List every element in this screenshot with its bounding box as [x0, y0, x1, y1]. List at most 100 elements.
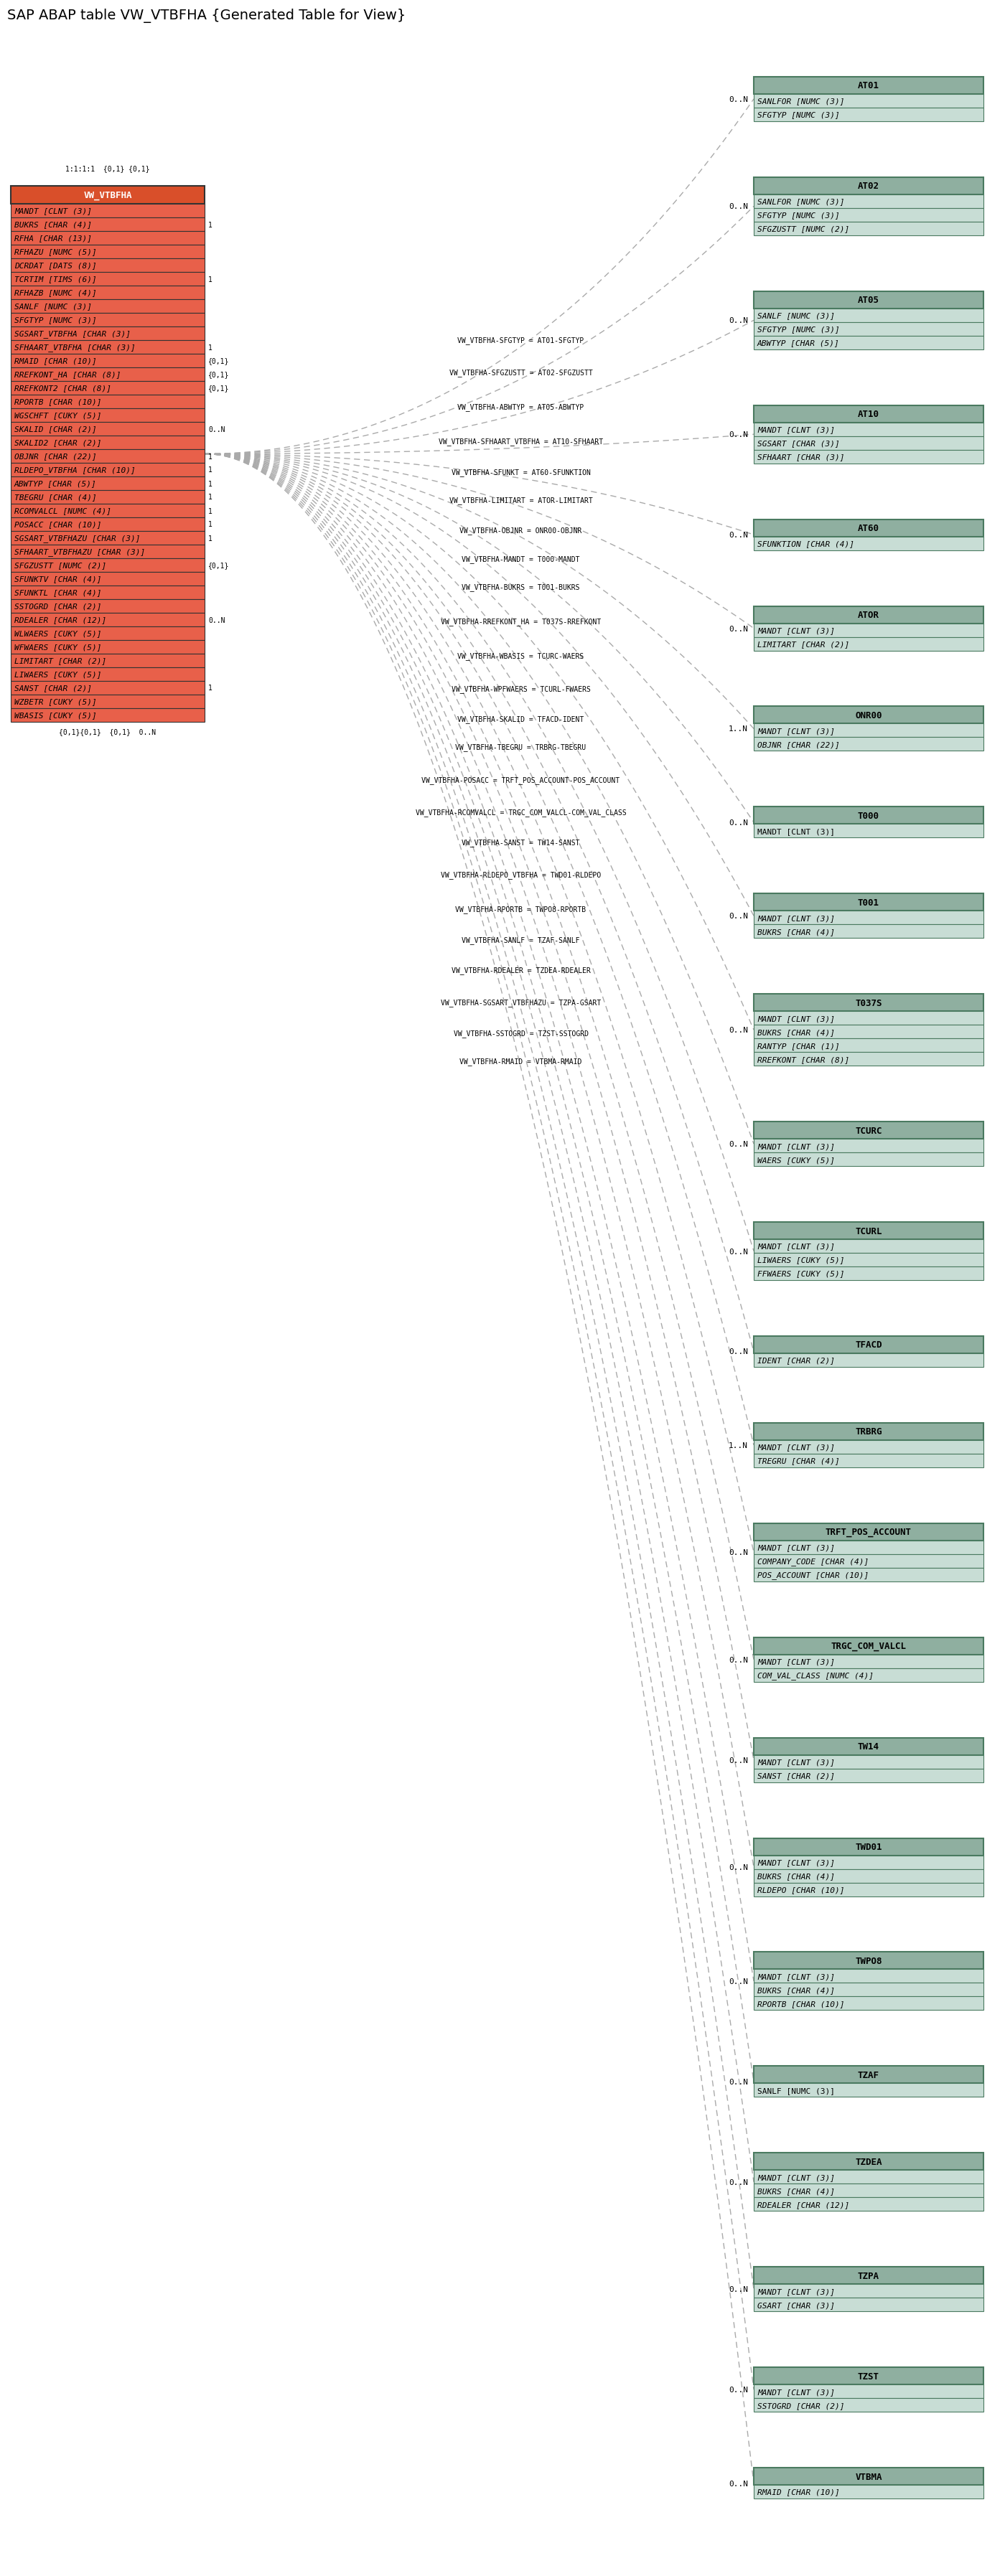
Text: 0..N: 0..N	[729, 1656, 748, 1664]
Text: 0..N: 0..N	[729, 1757, 748, 1765]
Text: TFACD: TFACD	[855, 1340, 882, 1350]
Text: {0,1}: {0,1}	[208, 371, 229, 379]
Text: {0,1}: {0,1}	[208, 384, 229, 392]
Text: MANDT [CLNT (3)]: MANDT [CLNT (3)]	[758, 2174, 835, 2182]
Bar	[754, 1754, 984, 1770]
Bar	[11, 531, 205, 546]
Bar	[754, 2486, 984, 2499]
Text: VW_VTBFHA-SSTOGRD = TZST-SSTOGRD: VW_VTBFHA-SSTOGRD = TZST-SSTOGRD	[453, 1030, 588, 1038]
Text: SFGTYP [NUMC (3)]: SFGTYP [NUMC (3)]	[758, 111, 840, 118]
Bar	[754, 196, 984, 209]
Bar	[754, 1224, 984, 1239]
Text: 1: 1	[208, 507, 212, 515]
Bar	[11, 410, 205, 422]
Bar	[11, 451, 205, 464]
Bar	[754, 1971, 984, 1984]
Text: SFGTYP [NUMC (3)]: SFGTYP [NUMC (3)]	[758, 325, 840, 332]
Bar	[754, 2298, 984, 2311]
Bar	[754, 706, 984, 724]
Text: AT60: AT60	[858, 523, 879, 533]
Text: VW_VTBFHA-SANST = TW14-SANST: VW_VTBFHA-SANST = TW14-SANST	[461, 840, 580, 848]
Text: VW_VTBFHA-RCOMVALCL = TRGC_COM_VALCL-COM_VAL_CLASS: VW_VTBFHA-RCOMVALCL = TRGC_COM_VALCL-COM…	[415, 809, 626, 817]
Text: 0..N: 0..N	[729, 2179, 748, 2184]
Bar	[11, 260, 205, 273]
Bar	[11, 518, 205, 531]
Bar	[754, 1739, 984, 1754]
Bar	[11, 314, 205, 327]
Text: T001: T001	[858, 899, 879, 907]
Text: LIMITART [CHAR (2)]: LIMITART [CHAR (2)]	[758, 641, 849, 647]
Text: RDEALER [CHAR (12)]: RDEALER [CHAR (12)]	[758, 2200, 849, 2208]
Bar	[11, 464, 205, 477]
Text: BUKRS [CHAR (4)]: BUKRS [CHAR (4)]	[758, 2187, 835, 2195]
Bar	[754, 2066, 984, 2084]
Bar	[754, 1267, 984, 1280]
Text: SFHAART_VTBFHAZU [CHAR (3)]: SFHAART_VTBFHAZU [CHAR (3)]	[14, 549, 145, 556]
Text: 0..N: 0..N	[208, 616, 225, 623]
Text: VW_VTBFHA-RDEALER = TZDEA-RDEALER: VW_VTBFHA-RDEALER = TZDEA-RDEALER	[451, 966, 590, 974]
Bar	[754, 222, 984, 237]
Text: TRBRG: TRBRG	[855, 1427, 882, 1437]
Bar	[754, 95, 984, 108]
Text: 1..N: 1..N	[729, 1443, 748, 1448]
Bar	[11, 204, 205, 219]
Text: 0..N: 0..N	[729, 626, 748, 631]
Bar	[754, 1123, 984, 1139]
Bar	[754, 2468, 984, 2486]
Text: RPORTB [CHAR (10)]: RPORTB [CHAR (10)]	[758, 1999, 844, 2007]
Bar	[11, 422, 205, 435]
Text: SANLF [NUMC (3)]: SANLF [NUMC (3)]	[758, 2087, 835, 2094]
Text: MANDT [CLNT (3)]: MANDT [CLNT (3)]	[758, 1659, 835, 1664]
Text: RANTYP [CHAR (1)]: RANTYP [CHAR (1)]	[758, 1043, 840, 1048]
Bar	[754, 1540, 984, 1553]
Bar	[754, 1638, 984, 1654]
Text: 1: 1	[208, 536, 212, 541]
Bar	[754, 1422, 984, 1440]
Text: BUKRS [CHAR (4)]: BUKRS [CHAR (4)]	[758, 1873, 835, 1880]
Text: SANLF [NUMC (3)]: SANLF [NUMC (3)]	[14, 304, 91, 309]
Bar	[11, 368, 205, 381]
Text: MANDT [CLNT (3)]: MANDT [CLNT (3)]	[758, 1973, 835, 1981]
Bar	[11, 559, 205, 572]
Text: RMAID [CHAR (10)]: RMAID [CHAR (10)]	[758, 2488, 840, 2496]
Text: MANDT [CLNT (3)]: MANDT [CLNT (3)]	[14, 209, 91, 214]
Text: VW_VTBFHA-RLDEPO_VTBFHA = TWD01-RLDEPO: VW_VTBFHA-RLDEPO_VTBFHA = TWD01-RLDEPO	[441, 871, 601, 878]
Text: SSTOGRD [CHAR (2)]: SSTOGRD [CHAR (2)]	[14, 603, 102, 611]
Bar	[754, 724, 984, 737]
Text: TZST: TZST	[858, 2372, 879, 2380]
Bar	[11, 299, 205, 314]
Text: MANDT [CLNT (3)]: MANDT [CLNT (3)]	[758, 1543, 835, 1551]
Bar	[754, 605, 984, 623]
Text: TBEGRU [CHAR (4)]: TBEGRU [CHAR (4)]	[14, 495, 96, 502]
Text: {0,1}: {0,1}	[208, 562, 229, 569]
Text: TCURL: TCURL	[855, 1226, 882, 1236]
Text: 0..N: 0..N	[729, 2285, 748, 2293]
Bar	[754, 623, 984, 636]
Bar	[11, 286, 205, 299]
Text: WBASIS [CUKY (5)]: WBASIS [CUKY (5)]	[14, 711, 96, 719]
Bar	[754, 994, 984, 1012]
Text: POS_ACCOUNT [CHAR (10)]: POS_ACCOUNT [CHAR (10)]	[758, 1571, 868, 1579]
Text: GSART [CHAR (3)]: GSART [CHAR (3)]	[758, 2300, 835, 2308]
Text: SANLFOR [NUMC (3)]: SANLFOR [NUMC (3)]	[758, 98, 844, 106]
Text: WLWAERS [CUKY (5)]: WLWAERS [CUKY (5)]	[14, 631, 102, 636]
Text: RREFKONT_HA [CHAR (8)]: RREFKONT_HA [CHAR (8)]	[14, 371, 121, 379]
Text: {0,1}{0,1}  {0,1}  0..N: {0,1}{0,1} {0,1} 0..N	[59, 729, 156, 734]
Text: SFUNKTV [CHAR (4)]: SFUNKTV [CHAR (4)]	[14, 574, 102, 582]
Text: POSACC [CHAR (10)]: POSACC [CHAR (10)]	[14, 520, 102, 528]
Text: VW_VTBFHA-WBASIS = TCURC-WAERS: VW_VTBFHA-WBASIS = TCURC-WAERS	[457, 652, 584, 659]
Text: MANDT [CLNT (3)]: MANDT [CLNT (3)]	[758, 2388, 835, 2396]
Text: ATOR: ATOR	[858, 611, 879, 621]
Text: 0..N: 0..N	[729, 1347, 748, 1355]
Bar	[754, 1012, 984, 1025]
Text: T037S: T037S	[855, 999, 882, 1007]
Text: WZBETR [CUKY (5)]: WZBETR [CUKY (5)]	[14, 698, 96, 706]
Text: OBJNR [CHAR (22)]: OBJNR [CHAR (22)]	[14, 453, 96, 461]
Text: 0..N: 0..N	[729, 317, 748, 325]
Text: VW_VTBFHA-SANLF = TZAF-SANLF: VW_VTBFHA-SANLF = TZAF-SANLF	[461, 935, 580, 943]
Text: MANDT [CLNT (3)]: MANDT [CLNT (3)]	[758, 1860, 835, 1865]
Text: SGSART [CHAR (3)]: SGSART [CHAR (3)]	[758, 440, 840, 448]
Text: VW_VTBFHA-SFGTYP = AT01-SFGTYP: VW_VTBFHA-SFGTYP = AT01-SFGTYP	[457, 337, 584, 345]
Bar	[754, 2169, 984, 2184]
Text: SSTOGRD [CHAR (2)]: SSTOGRD [CHAR (2)]	[758, 2401, 844, 2409]
